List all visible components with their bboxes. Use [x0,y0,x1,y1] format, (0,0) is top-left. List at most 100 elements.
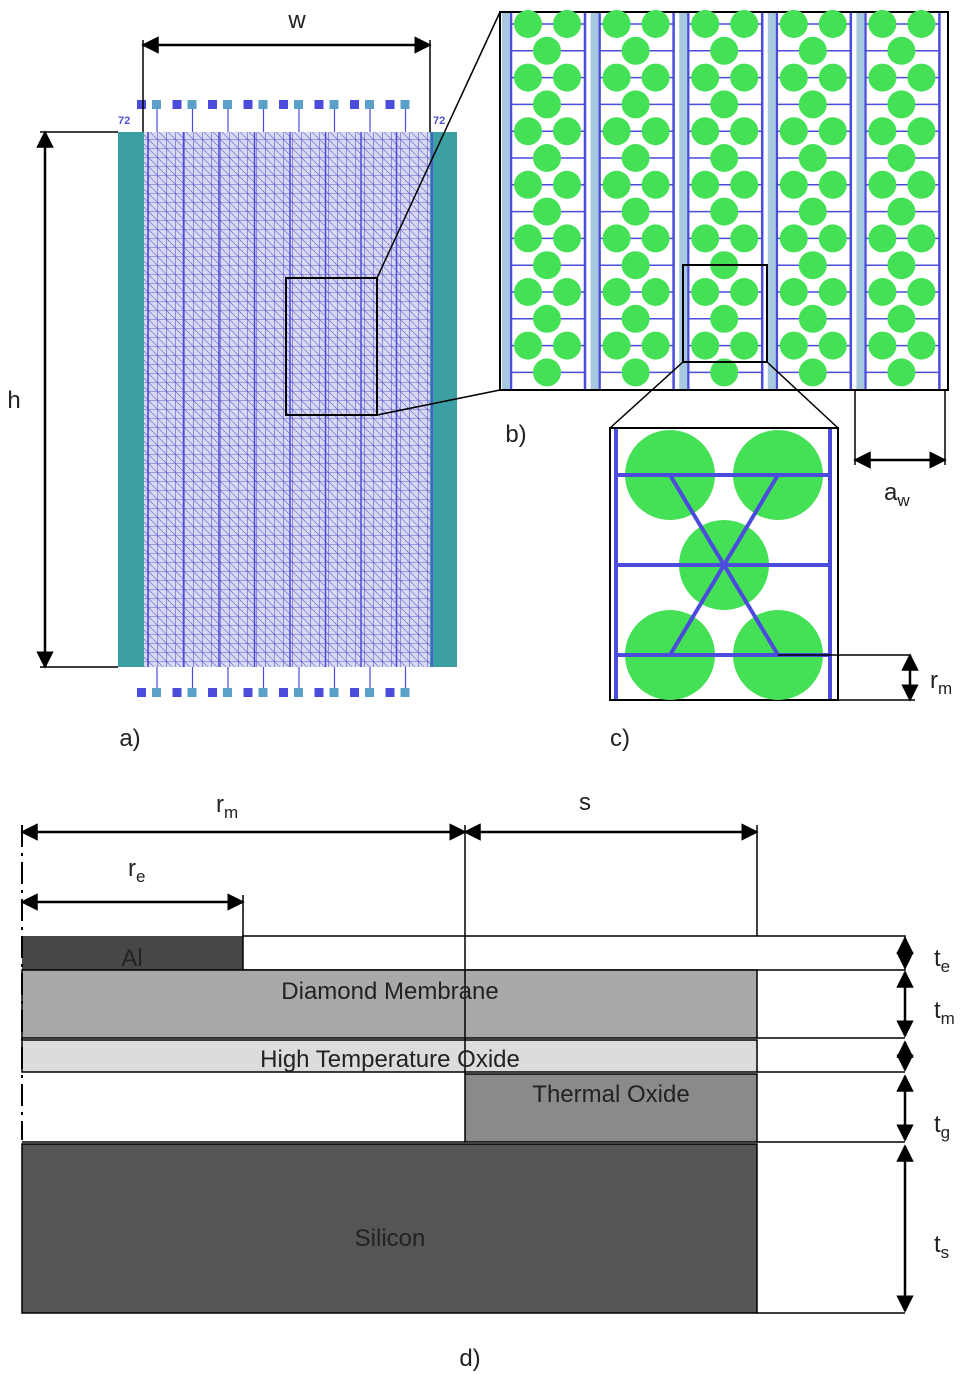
membrane [603,64,631,92]
pad [137,100,146,109]
layer-label: High Temperature Oxide [260,1046,520,1073]
pad [330,100,339,109]
membrane [730,64,758,92]
membrane [819,10,847,38]
subscript: m [941,1009,955,1028]
membrane [907,117,935,145]
membrane [730,171,758,199]
thickness-label: tm [934,997,955,1028]
pad [244,688,253,697]
panel-c: rm c) [610,428,952,752]
membrane [514,278,542,306]
membrane [907,10,935,38]
membrane [603,10,631,38]
pad [315,688,324,697]
membrane [642,117,670,145]
membrane [533,90,561,118]
membrane [730,332,758,360]
membrane [553,10,581,38]
membrane [819,278,847,306]
membrane [819,64,847,92]
membrane [907,171,935,199]
pad [315,100,324,109]
membrane [730,10,758,38]
membrane [730,278,758,306]
column-gap [768,13,776,389]
membrane [780,64,808,92]
thickness-label: ts [934,1231,949,1262]
membrane [691,117,719,145]
pad [137,688,146,697]
layer-label: Diamond Membrane [281,978,498,1005]
subscript: s [941,1243,950,1262]
thickness-label: tg [934,1111,950,1142]
pad [152,100,161,109]
membrane [642,224,670,252]
membrane [514,332,542,360]
membrane [642,64,670,92]
membrane [710,144,738,172]
pad [259,100,268,109]
pad [208,688,217,697]
membrane [553,278,581,306]
membrane [603,171,631,199]
membrane [533,251,561,279]
membrane [622,37,650,65]
pad [279,100,288,109]
pad [188,100,197,109]
column-gap [591,13,599,389]
membrane [622,251,650,279]
membrane [603,117,631,145]
membrane [691,224,719,252]
membrane [622,358,650,386]
pad [244,100,253,109]
membrane [553,171,581,199]
membrane [622,198,650,226]
membrane [819,332,847,360]
h-label: h [7,387,20,414]
membrane [642,10,670,38]
base: r [930,667,938,694]
membrane [799,90,827,118]
membrane [868,332,896,360]
panel-label: c) [610,725,630,752]
membrane [907,224,935,252]
membrane [691,278,719,306]
membrane [691,332,719,360]
membrane [553,224,581,252]
membrane [553,64,581,92]
membrane [907,278,935,306]
membrane [887,144,915,172]
panel-label: d) [459,1345,480,1372]
membrane [780,171,808,199]
membrane [533,305,561,333]
pad [386,100,395,109]
pad-number: 72 [433,115,445,127]
membrane [780,224,808,252]
pad [294,100,303,109]
subscript: m [224,803,238,822]
base: r [128,855,136,882]
membrane [780,278,808,306]
column-gap [502,13,510,389]
membrane [868,224,896,252]
membrane [799,198,827,226]
aw-label: aw [884,479,910,510]
membrane [514,117,542,145]
membrane [553,332,581,360]
base: r [216,791,224,818]
membrane [868,10,896,38]
pad [223,100,232,109]
membrane [799,37,827,65]
membrane [887,90,915,118]
membrane [710,305,738,333]
membrane [887,358,915,386]
membrane [603,224,631,252]
w-label: w [287,7,306,34]
membrane [799,305,827,333]
membrane [603,332,631,360]
membrane [642,332,670,360]
membrane [868,117,896,145]
membrane [819,171,847,199]
membrane [819,117,847,145]
